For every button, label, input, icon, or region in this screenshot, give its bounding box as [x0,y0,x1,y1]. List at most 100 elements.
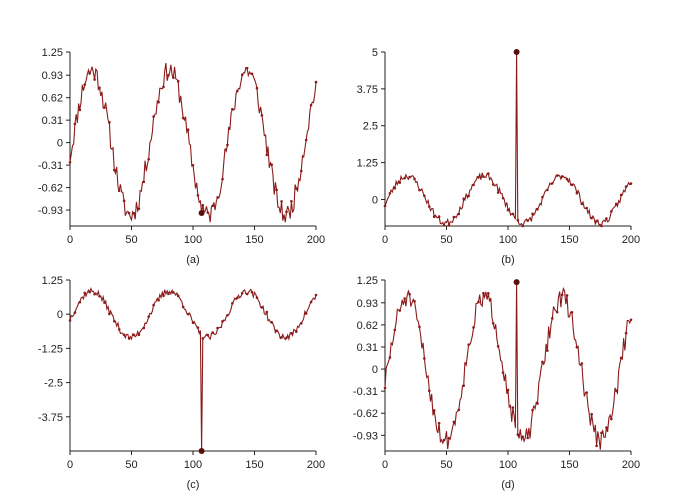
data-point [112,319,116,323]
data-point [619,193,623,197]
data-point [250,72,254,76]
data-point [245,66,249,70]
data-point [176,79,180,83]
data-point [506,388,510,392]
outlier-point [198,209,205,216]
data-point [457,212,461,216]
data-point [482,291,485,295]
y-tick-label: 2.5 [363,121,378,133]
data-point [157,298,160,302]
data-point [546,188,549,192]
data-point [142,180,146,184]
data-point [181,305,185,309]
data-point [176,294,180,298]
data-point [221,320,224,323]
data-point [570,310,574,314]
data-point [186,312,190,316]
data-point [560,293,564,297]
x-tick-label: 150 [560,234,578,246]
data-point [398,309,402,312]
data-point [98,86,101,90]
data-point [226,143,229,147]
data-point [186,128,190,131]
data-point [196,194,200,197]
data-point [418,325,421,329]
data-point [162,294,165,298]
data-point [83,291,87,295]
data-point [206,333,210,337]
data-point [68,319,72,322]
data-point [167,292,170,296]
data-point [477,176,480,179]
data-point [122,199,126,203]
y-tick-label: -3.75 [38,412,63,424]
data-point [304,312,308,315]
data-point [432,409,436,412]
data-point [83,83,87,86]
data-point [309,300,313,304]
data-point [117,328,121,331]
data-point [216,326,219,330]
chart-panel-1: 0 50 100 150 200 1.25 0.93 0.62 0.31 0 -0.31 -0.62 -… [38,47,325,266]
data-point [299,321,303,325]
data-point [610,210,613,213]
data-point [117,189,121,193]
data-point [265,310,269,314]
data-point [541,195,544,199]
data-point [437,215,441,218]
data-point [206,211,210,214]
data-point [103,106,106,109]
data-point [152,115,155,118]
x-tick-label: 0 [382,459,388,471]
data-point [496,345,500,348]
data-point [487,172,490,175]
data-point [413,299,416,303]
data-point [221,177,224,181]
data-point [98,294,101,298]
data-point [88,72,91,75]
data-point [467,343,470,346]
data-point [235,89,239,93]
y-tick-label: -0.31 [353,386,378,398]
data-point [137,207,141,211]
data-point [285,210,288,214]
data-point [506,208,510,212]
data-point [157,100,160,104]
x-tick-label: 150 [560,459,578,471]
outlier-point [198,448,205,454]
data-point [299,169,303,173]
chart-panel-2: 0 50 100 150 200 5 3.75 2.5 1.25 0 (b) [357,47,641,266]
data-point [295,187,298,190]
data-point [600,224,603,228]
data-point [388,191,392,195]
series-line [69,287,317,452]
x-tick-label: 50 [440,234,452,246]
x-tick-label: 100 [184,459,202,471]
data-point [250,290,254,294]
x-tick-label: 0 [67,234,73,246]
data-point [226,313,229,317]
data-point [235,296,239,300]
y-tick-label: 3.75 [357,84,378,96]
data-point [413,177,416,181]
data-point [610,417,613,421]
panel-caption: (d) [501,479,514,491]
data-point [629,182,633,185]
data-point [78,300,82,304]
data-point [152,303,155,307]
data-point [550,182,554,185]
data-point [408,292,411,296]
data-point [295,330,298,333]
data-point [260,306,264,309]
data-point [423,194,426,198]
x-tick-label: 50 [440,459,452,471]
data-point [403,297,406,300]
data-point [536,402,539,405]
data-point [624,331,628,335]
data-point [265,153,269,157]
data-point [127,337,131,340]
data-point [560,175,564,178]
data-point [88,290,91,294]
y-tick-label: 0 [57,138,63,150]
data-point [240,291,244,295]
